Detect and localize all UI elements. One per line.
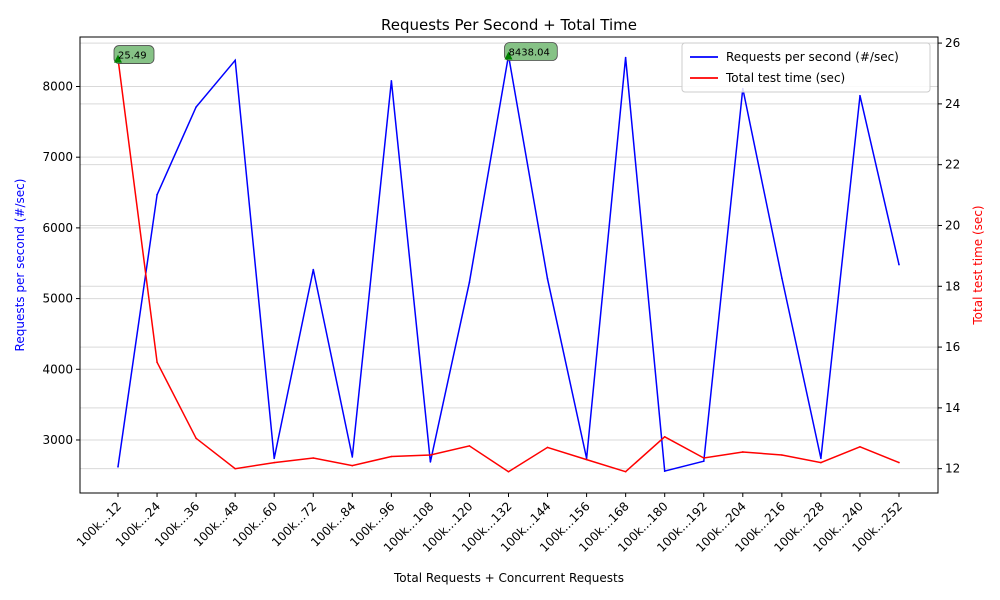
data-point [468, 445, 471, 447]
data-point [273, 457, 276, 460]
y-left-tick-label: 3000 [42, 433, 73, 447]
y-axis-left: 3000 4000 5000 6000 7000 8000 [42, 79, 80, 447]
data-point [624, 56, 627, 59]
max-marker [114, 54, 122, 63]
annotation-box [504, 42, 558, 61]
data-point [273, 461, 276, 464]
y-left-tick-label: 7000 [42, 150, 73, 164]
plot-frame [79, 36, 939, 494]
y-right-tick-label: 22 [945, 158, 960, 172]
annotation-label: 8438.04 [509, 48, 550, 59]
y-right-tick-label: 12 [945, 462, 960, 476]
y-right-tick-label: 18 [945, 279, 960, 293]
data-point [898, 263, 900, 266]
data-point [820, 457, 822, 460]
data-point [351, 464, 354, 467]
data-point [742, 451, 744, 453]
annotation-label: 25.49 [118, 51, 147, 62]
legend: Requests per second (#/sec) Total test ti… [681, 42, 931, 93]
y-left-tick-label: 6000 [42, 221, 73, 235]
data-point [312, 268, 315, 271]
data-point [663, 435, 666, 438]
data-point [117, 466, 119, 468]
y-axis-right-label: Total test time (sec) [971, 205, 985, 325]
data-point [702, 460, 705, 462]
data-point [898, 461, 900, 464]
data-point [546, 277, 549, 280]
chart-title: Requests Per Second + Total Time [381, 16, 637, 34]
y-right-tick-label: 16 [945, 340, 960, 354]
max-marker [504, 51, 513, 60]
y-left-tick-label: 4000 [42, 362, 73, 376]
data-point [624, 470, 627, 473]
data-point [195, 106, 197, 108]
y-axis-left-label: Requests per second (#/sec) [13, 179, 27, 352]
data-point [156, 193, 158, 196]
data-point [859, 94, 861, 97]
data-point [820, 461, 822, 464]
annotations: 25.49 8438.04 [113, 42, 558, 64]
data-point [468, 281, 471, 284]
data-point [351, 456, 354, 458]
annotation-box [113, 45, 155, 64]
data-point [507, 470, 510, 473]
series-lines [117, 54, 900, 473]
data-point [429, 461, 432, 463]
legend-label: Requests per second (#/sec) [726, 50, 899, 64]
legend-label: Total test time (sec) [725, 71, 845, 85]
y-right-tick-label: 14 [945, 401, 960, 415]
data-point [702, 457, 705, 459]
x-axis: 100k…12100k…24100k…36100k…48100k…60100k…… [74, 493, 905, 555]
data-point [234, 59, 236, 62]
legend-box [681, 42, 931, 93]
data-point [663, 470, 666, 472]
data-point [546, 446, 549, 449]
data-point [585, 458, 588, 461]
data-point [390, 80, 393, 82]
series-line [117, 55, 900, 473]
data-point [234, 467, 236, 470]
data-point [390, 455, 393, 458]
y-right-tick-label: 20 [945, 218, 960, 232]
data-point [781, 454, 783, 456]
data-point [781, 277, 783, 279]
y-right-tick-label: 26 [945, 36, 960, 50]
series-line [117, 58, 900, 473]
data-point [195, 437, 197, 440]
data-point [312, 457, 315, 459]
y-right-tick-label: 24 [945, 97, 960, 111]
y-left-tick-label: 5000 [42, 292, 73, 306]
data-point [429, 454, 432, 456]
data-point [859, 445, 861, 448]
x-axis-label: Total Requests + Concurrent Requests [393, 571, 624, 585]
y-axis-right: 12 14 16 18 20 22 24 26 [938, 36, 960, 476]
y-left-tick-label: 8000 [42, 79, 73, 93]
data-point [156, 361, 158, 364]
